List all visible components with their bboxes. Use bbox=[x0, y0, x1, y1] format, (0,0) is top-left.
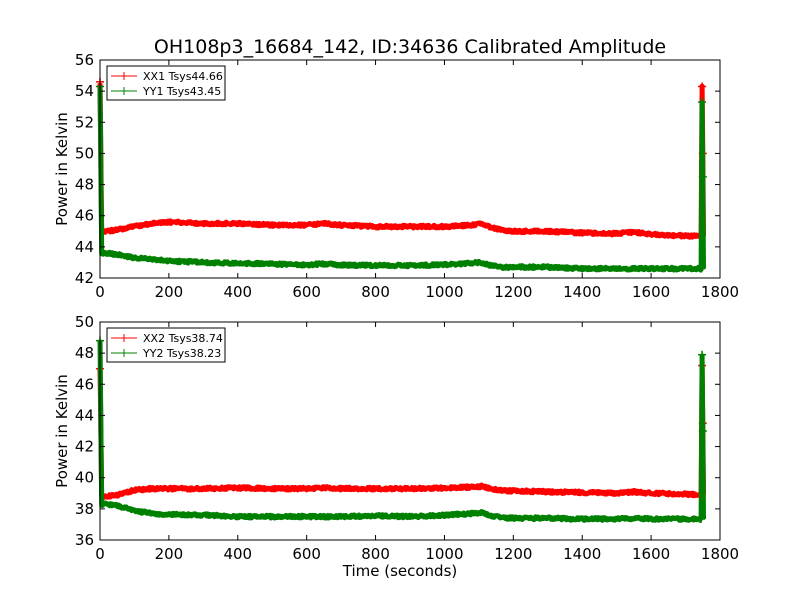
x-tick-label: 1200 bbox=[494, 545, 532, 563]
legend: XX1 Tsys44.66 YY1 Tsys43.45 bbox=[106, 65, 226, 101]
x-tick-label: 600 bbox=[292, 283, 321, 301]
legend-item: XX2 Tsys38.74 bbox=[111, 332, 223, 345]
legend-item: YY2 Tsys38.23 bbox=[111, 347, 221, 360]
y-tick-label: 48 bbox=[75, 176, 94, 194]
y-tick-label: 54 bbox=[75, 82, 94, 100]
y-tick-label: 56 bbox=[75, 51, 94, 69]
legend-box bbox=[106, 65, 226, 101]
x-tick-label: 1400 bbox=[563, 283, 601, 301]
x-tick-label: 1400 bbox=[563, 545, 601, 563]
x-tick-label: 0 bbox=[95, 283, 105, 301]
x-tick-label: 400 bbox=[223, 283, 252, 301]
x-tick-label: 600 bbox=[292, 545, 321, 563]
panels: 0 200 400 600 800 1000 1200 1400 1600 18004244464… bbox=[53, 51, 739, 580]
y-tick-label: 38 bbox=[75, 500, 94, 518]
x-tick-label: 1600 bbox=[632, 283, 670, 301]
y-tick-label: 46 bbox=[75, 207, 94, 225]
x-tick-label: 1800 bbox=[701, 545, 739, 563]
axes-frame bbox=[99, 59, 721, 279]
legend-item: YY1 Tsys43.45 bbox=[111, 85, 221, 98]
legend-label: XX1 Tsys44.66 bbox=[143, 70, 223, 83]
x-tick-label: 200 bbox=[155, 545, 184, 563]
y-tick-label: 44 bbox=[75, 238, 94, 256]
x-tick-label: 200 bbox=[155, 283, 184, 301]
legend: XX2 Tsys38.74 YY2 Tsys38.23 bbox=[106, 327, 226, 363]
chart-panel-2: 0 200 400 600 800 1000 1200 1400 1600 1800 36 38 40 4… bbox=[53, 313, 739, 580]
x-tick-label: 0 bbox=[95, 545, 105, 563]
series-line bbox=[99, 87, 704, 272]
legend-box bbox=[106, 327, 226, 363]
y-tick-label: 42 bbox=[75, 438, 94, 456]
y-tick-label: 44 bbox=[75, 406, 94, 424]
x-tick-label: 800 bbox=[361, 545, 390, 563]
legend-label: XX2 Tsys38.74 bbox=[143, 332, 223, 345]
y-tick-label: 52 bbox=[75, 113, 94, 131]
axes-frame bbox=[99, 321, 721, 541]
x-tick-label: 400 bbox=[223, 545, 252, 563]
y-axis-label: Power in Kelvin bbox=[53, 112, 71, 226]
x-tick-label: 1200 bbox=[494, 283, 532, 301]
x-axis-label: Time (seconds) bbox=[342, 562, 458, 580]
y-tick-label: 50 bbox=[75, 144, 94, 162]
y-tick-label: 42 bbox=[75, 269, 94, 287]
y-tick-label: 40 bbox=[75, 469, 94, 487]
legend-label: YY1 Tsys43.45 bbox=[142, 85, 221, 98]
series-line bbox=[99, 339, 704, 522]
y-tick-label: 46 bbox=[75, 375, 94, 393]
series-yy2 bbox=[96, 336, 707, 523]
series-line bbox=[99, 366, 704, 499]
figure-title: OH108p3_16684_142, ID:34636 Calibrated A… bbox=[154, 36, 666, 58]
x-tick-label: 1800 bbox=[701, 283, 739, 301]
y-tick-label: 48 bbox=[75, 344, 94, 362]
y-tick-label: 50 bbox=[75, 313, 94, 331]
x-tick-label: 1600 bbox=[632, 545, 670, 563]
x-tick-label: 1000 bbox=[425, 283, 463, 301]
legend-item: XX1 Tsys44.66 bbox=[111, 70, 223, 83]
series-line bbox=[99, 83, 704, 239]
y-axis-label: Power in Kelvin bbox=[53, 374, 71, 488]
x-tick-label: 1000 bbox=[425, 545, 463, 563]
legend-label: YY2 Tsys38.23 bbox=[142, 347, 221, 360]
y-tick-label: 36 bbox=[75, 531, 94, 549]
series-yy1 bbox=[96, 82, 707, 273]
chart-panel-1: 0 200 400 600 800 1000 1200 1400 1600 1800 42 44 46 4… bbox=[53, 51, 739, 301]
x-tick-label: 800 bbox=[361, 283, 390, 301]
